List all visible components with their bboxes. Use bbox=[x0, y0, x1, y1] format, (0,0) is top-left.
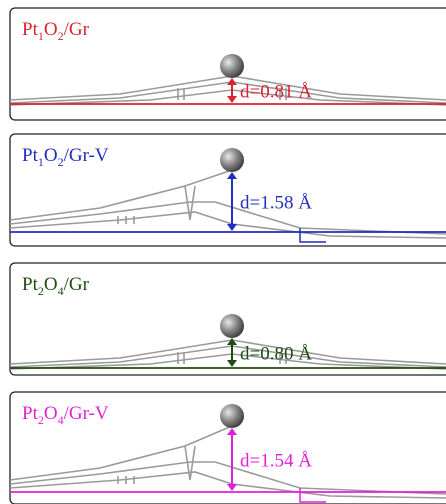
panel: Pt1O2/Gr-V d=1.58 Å bbox=[10, 134, 446, 246]
distance-label: d=1.54 Å bbox=[240, 451, 312, 472]
arrow-head bbox=[227, 224, 237, 231]
figure: Pt1O2/Gr d=0.81 Å Pt1O2/Gr-V d=1.58 Å Pt2O4/… bbox=[0, 0, 446, 504]
label-part: Pt bbox=[22, 19, 39, 40]
label-part: /Gr bbox=[64, 19, 90, 40]
arrow-head bbox=[227, 78, 237, 85]
label-part: /Gr-V bbox=[64, 403, 109, 424]
sheet bbox=[10, 82, 446, 103]
sheet bbox=[10, 462, 446, 494]
arrow-head bbox=[227, 428, 237, 435]
distance-label: d=0.81 Å bbox=[240, 82, 312, 103]
panel-label: Pt1O2/Gr-V bbox=[22, 145, 109, 169]
pt-atom bbox=[220, 54, 244, 78]
label-part: /Gr bbox=[64, 274, 90, 295]
arrow-head bbox=[227, 172, 237, 179]
label-part: O bbox=[44, 274, 58, 295]
panel: Pt2O4/Gr-V d=1.54 Å bbox=[10, 392, 446, 504]
pt-atom bbox=[220, 314, 244, 338]
sheet bbox=[10, 202, 446, 234]
pt-atom bbox=[220, 404, 244, 428]
panel-label: Pt2O4/Gr-V bbox=[22, 403, 109, 427]
distance-label: d=0.80 Å bbox=[240, 344, 312, 365]
panel: Pt1O2/Gr d=0.81 Å bbox=[10, 8, 446, 120]
panel: Pt2O4/Gr d=0.80 Å bbox=[10, 263, 446, 375]
label-part: O bbox=[44, 145, 58, 166]
label-part: O bbox=[44, 403, 58, 424]
label-part: Pt bbox=[22, 145, 39, 166]
label-part: Pt bbox=[22, 274, 39, 295]
pt-atom bbox=[220, 148, 244, 172]
sheet bbox=[10, 346, 446, 367]
arrow-head bbox=[227, 96, 237, 103]
sheet bbox=[10, 90, 446, 105]
sheet bbox=[10, 354, 446, 369]
arrow-head bbox=[227, 484, 237, 491]
arrow-head bbox=[227, 360, 237, 367]
panel-label: Pt2O4/Gr bbox=[22, 274, 90, 298]
label-part: Pt bbox=[22, 403, 39, 424]
distance-label: d=1.58 Å bbox=[240, 193, 312, 214]
panel-label: Pt1O2/Gr bbox=[22, 19, 90, 43]
label-part: /Gr-V bbox=[64, 145, 109, 166]
label-part: O bbox=[44, 19, 58, 40]
arrow-head bbox=[227, 338, 237, 345]
